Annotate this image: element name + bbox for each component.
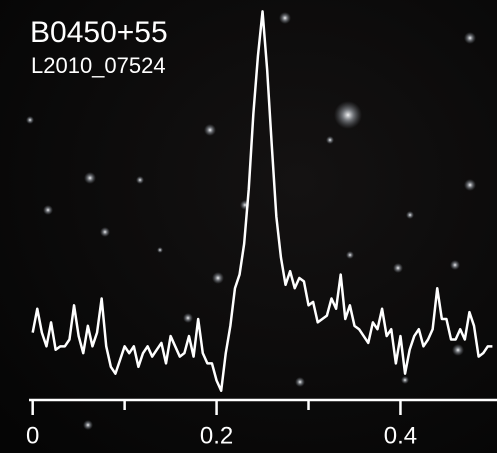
x-tick-label: 0 <box>26 422 39 449</box>
x-tick-label: 0.4 <box>384 422 417 449</box>
chart: B0450+55 L2010_07524 0 0.2 0.4 <box>0 0 497 453</box>
x-tick-label: 0.2 <box>200 422 233 449</box>
chart-subtitle: L2010_07524 <box>31 53 166 78</box>
chart-title: B0450+55 <box>30 16 168 49</box>
